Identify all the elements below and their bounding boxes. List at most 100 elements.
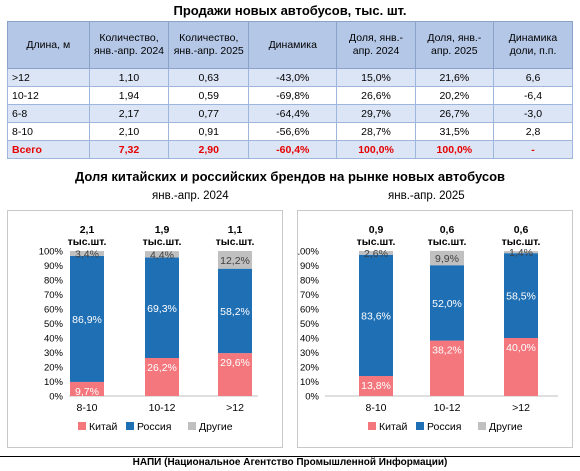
table-cell: 100,0% — [414, 140, 494, 159]
table-cell: 100,0% — [336, 140, 416, 159]
legend-swatch-russia — [416, 422, 424, 430]
footer: НАПИ (Национальное Агентство Промышленно… — [0, 457, 580, 468]
y-tick-label: 10% — [300, 377, 320, 388]
table-row: 6-8 2,17 0,77 -64,4% 29,7% 26,7% -3,0 — [7, 104, 574, 123]
table-cell: Всего — [7, 140, 90, 159]
footer-rule — [0, 456, 580, 457]
bar-china — [430, 340, 464, 396]
y-tick-label: 70% — [300, 290, 320, 301]
y-tick-label: 40% — [44, 334, 64, 345]
data-label-china: 40,0% — [506, 342, 536, 354]
y-tick-label: 60% — [44, 305, 64, 316]
bar-other — [218, 251, 252, 269]
bar-china — [504, 338, 538, 396]
table-cell: 8-10 — [7, 122, 90, 141]
data-label-other: 3,4% — [75, 248, 99, 260]
table-cell: 6-8 — [7, 104, 90, 123]
data-label-russia: 58,2% — [220, 306, 250, 318]
data-label-other: 1,4% — [509, 247, 533, 259]
data-label-china: 29,6% — [220, 357, 250, 369]
table-header-row: Длина, м Количество, янв.-апр. 2024 Количе… — [7, 21, 574, 69]
bar-other — [145, 251, 179, 258]
x-tick-label: >12 — [512, 402, 530, 414]
table-header-cell: Динамика доли, п.п. — [492, 21, 574, 69]
total-label-value: 2,1 — [80, 224, 95, 236]
data-label-china: 9,7% — [75, 386, 99, 398]
table-cell: 2,90 — [168, 140, 250, 159]
table-header-cell: Динамика — [248, 21, 338, 69]
x-tick-label: 10-12 — [149, 402, 176, 414]
total-label-unit: тыс.шт. — [68, 236, 107, 248]
table-cell: 26,7% — [414, 104, 494, 123]
table-cell: - — [492, 140, 574, 159]
table-cell: -56,6% — [248, 122, 338, 141]
x-tick-label: >12 — [226, 402, 244, 414]
x-tick-label: 10-12 — [434, 402, 461, 414]
table-cell: -6,4 — [492, 86, 574, 105]
legend-label-russia: Россия — [137, 421, 171, 433]
bar-china — [145, 358, 179, 396]
data-label-china: 26,2% — [147, 362, 177, 374]
table-header-cell: Доля, янв.-апр. 2024 — [336, 21, 416, 69]
total-label-value: 0,6 — [440, 224, 455, 236]
table-cell: -43,0% — [248, 68, 338, 87]
total-label-unit: тыс.шт. — [502, 236, 541, 248]
data-label-other: 4,4% — [150, 249, 174, 261]
y-tick-label: 30% — [44, 348, 64, 359]
total-label-value: 0,6 — [514, 224, 529, 236]
page-title: Продажи новых автобусов, тыс. шт. — [173, 3, 407, 18]
data-label-russia: 69,3% — [147, 303, 177, 315]
table-row: >12 1,10 0,63 -43,0% 15,0% 21,6% 6,6 — [7, 68, 574, 87]
data-label-russia: 58,5% — [506, 291, 536, 303]
bar-china — [359, 375, 393, 396]
y-tick-label: 40% — [300, 334, 320, 345]
table-cell: 6,6 — [492, 68, 574, 87]
total-label-value: 1,1 — [228, 224, 243, 236]
y-tick-label: 80% — [44, 276, 64, 287]
bar-other — [430, 250, 464, 266]
table-cell: 2,8 — [492, 122, 574, 141]
table-cell: 2,17 — [88, 104, 170, 123]
table-cell: >12 — [7, 68, 90, 87]
y-tick-label: 50% — [44, 319, 64, 330]
table-header-cell: Количество, янв.-апр. 2024 — [88, 21, 170, 69]
total-label-value: 0,9 — [369, 224, 384, 236]
y-tick-label: 60% — [300, 305, 320, 316]
bar-russia — [359, 254, 393, 376]
bar-other — [504, 251, 538, 254]
data-label-russia: 86,9% — [72, 314, 102, 326]
y-tick-label: 50% — [300, 319, 320, 330]
table-row: Всего 7,32 2,90 -60,4% 100,0% 100,0% - — [7, 140, 574, 159]
legend-swatch-other — [188, 422, 196, 430]
total-label-unit: тыс.шт. — [357, 236, 396, 248]
chart-2024: 0% 10% 20% 30% 40% 50% 60% 70% 80% 90% 100% 9,7% 86,… — [39, 224, 258, 433]
y-tick-label: 20% — [300, 363, 320, 374]
bar-russia — [218, 268, 252, 354]
x-tick-label: 8-10 — [365, 402, 386, 414]
table-cell: 21,6% — [414, 68, 494, 87]
table-cell: -60,4% — [248, 140, 338, 159]
legend-swatch-china — [368, 422, 376, 430]
sales-table: Длина, м Количество, янв.-апр. 2024 Количе… — [7, 21, 574, 159]
chart-2025-panel: 0% 10% 20% 30% 40% 50% 60% 70% 80% 90% 100% 13,8% 83… — [297, 210, 573, 448]
table-cell: -69,8% — [248, 86, 338, 105]
bar-other — [359, 251, 393, 255]
y-tick-label: 100% — [298, 247, 320, 258]
table-header-cell: Доля, янв.-апр. 2025 — [414, 21, 494, 69]
data-label-china: 38,2% — [432, 345, 462, 357]
bar-russia — [430, 265, 464, 341]
table-cell: -64,4% — [248, 104, 338, 123]
table-header-cell: Количество, янв.-апр. 2025 — [168, 21, 250, 69]
table-cell: 0,63 — [168, 68, 250, 87]
data-label-other: 2,6% — [364, 248, 388, 260]
table-cell: 28,7% — [336, 122, 416, 141]
legend-label-other: Другие — [489, 421, 523, 433]
bar-china — [218, 353, 252, 396]
table-cell: 7,32 — [88, 140, 170, 159]
legend-label-china: Китай — [89, 421, 118, 433]
chart-2025-title: янв.-апр. 2025 — [388, 190, 465, 202]
bar-russia — [145, 257, 179, 359]
footer-source: НАПИ (Национальное Агентство Промышленно… — [128, 457, 452, 468]
table-cell: 0,91 — [168, 122, 250, 141]
table-cell: 26,6% — [336, 86, 416, 105]
